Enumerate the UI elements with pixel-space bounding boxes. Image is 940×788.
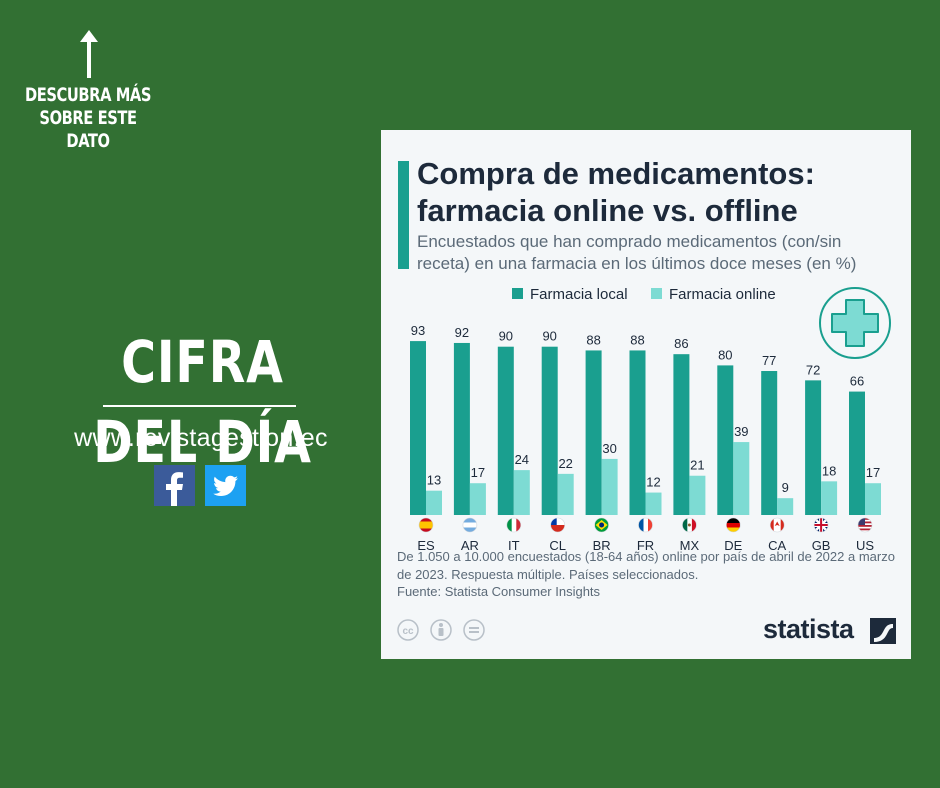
category-label-ca: CA xyxy=(768,538,786,553)
data-label: 90 xyxy=(542,329,556,344)
bar-online-fr xyxy=(645,492,662,515)
chart-footnote: De 1.050 a 10.000 encuestados (18-64 año… xyxy=(397,549,895,582)
bar-online-es xyxy=(426,490,442,515)
bar-local-br xyxy=(585,350,602,515)
headline: CIFRA DEL DÍA xyxy=(93,328,312,476)
data-label: 12 xyxy=(646,475,660,490)
bar-local-it xyxy=(497,346,514,515)
bar-local-ca xyxy=(761,371,778,515)
data-label: 9 xyxy=(782,480,789,495)
chart-subtitle: Encuestados que han comprado medicamento… xyxy=(417,232,857,273)
bar-online-br xyxy=(601,458,618,515)
flag-fr-icon xyxy=(638,517,653,533)
data-label: 24 xyxy=(515,452,529,467)
up-arrow-icon xyxy=(80,30,98,78)
facebook-icon[interactable] xyxy=(154,465,195,506)
category-label-es: ES xyxy=(417,538,435,553)
data-label: 86 xyxy=(674,336,688,351)
data-label: 22 xyxy=(558,456,572,471)
legend-swatch-local xyxy=(512,288,523,299)
bar-online-it xyxy=(513,470,530,515)
bar-online-ar xyxy=(469,483,486,515)
flag-cl-icon xyxy=(550,517,565,533)
legend-label-online: Farmacia online xyxy=(669,286,776,303)
data-label: 77 xyxy=(762,353,776,368)
data-label: 13 xyxy=(427,473,441,488)
bar-local-fr xyxy=(629,350,646,515)
flag-de-icon xyxy=(725,517,741,533)
bar-online-de xyxy=(733,442,750,515)
category-label-it: IT xyxy=(508,538,520,553)
data-label: 92 xyxy=(455,325,469,340)
category-label-fr: FR xyxy=(637,538,654,553)
flag-us-icon xyxy=(857,517,873,533)
category-label-cl: CL xyxy=(549,538,566,553)
bar-online-mx xyxy=(689,475,706,515)
statista-wordmark[interactable]: statista xyxy=(763,614,854,644)
legend-item-online: Farmacia online xyxy=(651,286,776,304)
chart-legend: Farmacia local Farmacia online xyxy=(381,286,911,306)
chart-title-line: farmacia online vs. offline xyxy=(417,193,798,228)
category-label-gb: GB xyxy=(812,538,831,553)
legend-swatch-online xyxy=(651,288,662,299)
bar-online-us xyxy=(865,483,881,515)
legend-item-local: Farmacia local xyxy=(512,286,628,304)
bar-chart: 93 13 ES 92 17 AR 90 24 IT 90 22 CL 88 30 BR 88 12 FR 86 21… xyxy=(410,323,881,553)
data-label: 88 xyxy=(630,332,644,347)
data-label: 18 xyxy=(822,463,836,478)
discover-more-text[interactable]: DESCUBRA MÁS SOBRE ESTE DATO xyxy=(21,84,155,153)
flag-mx-icon xyxy=(682,517,697,533)
data-label: 21 xyxy=(690,458,704,473)
flag-it-icon xyxy=(506,517,522,533)
data-label: 90 xyxy=(499,329,513,344)
flag-ar-icon xyxy=(462,517,478,533)
title-accent-bar xyxy=(398,161,409,269)
data-label: 39 xyxy=(734,424,748,439)
svg-text:cc: cc xyxy=(402,626,414,637)
flag-gb-icon xyxy=(813,517,829,533)
flag-ca-icon xyxy=(769,517,785,533)
pharmacy-cross-icon xyxy=(819,287,891,359)
statista-logo-icon[interactable] xyxy=(870,618,896,644)
data-label: 88 xyxy=(586,332,600,347)
infographic-card: Compra de medicamentos: farmacia online … xyxy=(381,130,911,659)
bar-online-gb xyxy=(821,481,838,515)
bar-online-cl xyxy=(557,473,574,515)
chart-title-line: Compra de medicamentos: xyxy=(417,156,815,191)
data-label: 93 xyxy=(411,323,425,338)
bar-local-gb xyxy=(805,380,822,515)
bar-local-cl xyxy=(541,346,558,515)
category-label-de: DE xyxy=(724,538,742,553)
chart-source: Fuente: Statista Consumer Insights xyxy=(397,584,601,599)
bar-local-ar xyxy=(453,342,470,515)
category-label-mx: MX xyxy=(680,538,700,553)
discover-line: DATO xyxy=(66,130,110,152)
bar-local-de xyxy=(717,365,734,515)
data-label: 66 xyxy=(850,374,864,389)
data-label: 17 xyxy=(471,465,485,480)
legend-label-local: Farmacia local xyxy=(530,286,628,303)
chart-title: Compra de medicamentos: farmacia online … xyxy=(417,155,897,229)
data-label: 17 xyxy=(866,465,880,480)
discover-line: DESCUBRA MÁS xyxy=(24,84,152,106)
category-label-br: BR xyxy=(593,538,611,553)
website-link[interactable]: www.revistagestion.ec xyxy=(74,424,328,452)
divider xyxy=(103,405,296,407)
category-label-us: US xyxy=(856,538,874,553)
bar-local-es xyxy=(410,341,426,515)
category-label-ar: AR xyxy=(461,538,479,553)
bar-local-mx xyxy=(673,354,690,515)
data-label: 80 xyxy=(718,347,732,362)
flag-es-icon xyxy=(418,517,434,533)
flag-br-icon xyxy=(594,517,609,533)
twitter-icon[interactable] xyxy=(205,465,246,506)
bar-local-us xyxy=(849,391,865,515)
discover-line: SOBRE ESTE xyxy=(39,107,137,129)
data-label: 30 xyxy=(602,441,616,456)
data-label: 72 xyxy=(806,362,820,377)
bar-online-ca xyxy=(777,498,794,515)
creative-commons-icon[interactable]: cc xyxy=(397,619,489,641)
